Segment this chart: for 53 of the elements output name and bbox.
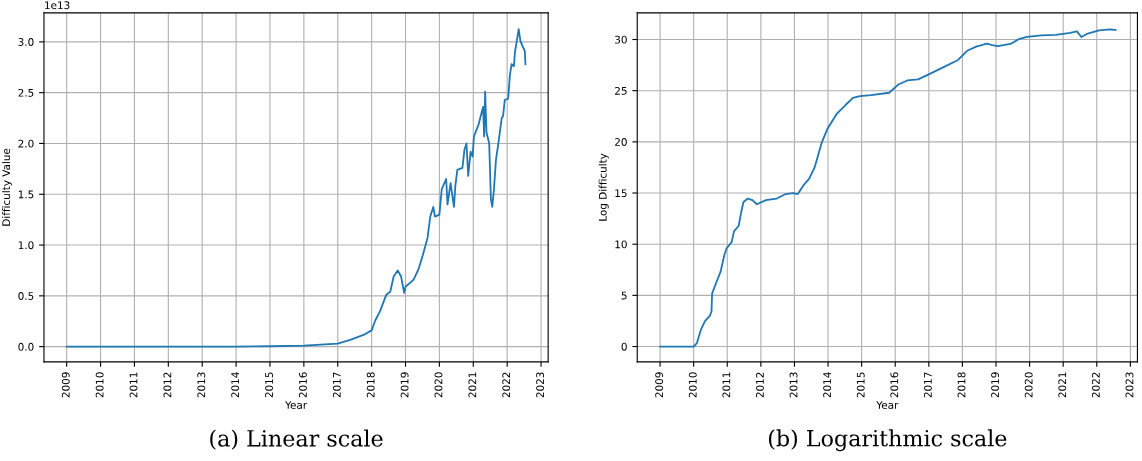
x-tick-label: 2019 [991, 372, 1000, 398]
x-tick-label: 2014 [823, 372, 832, 398]
x-tick-label: 2018 [366, 372, 375, 398]
x-tick-label: 2013 [197, 372, 206, 398]
y-tick-label: 2.0 [18, 139, 34, 148]
x-tick-label: 2020 [1024, 372, 1033, 398]
y-axis-title: Difficulty Value [2, 148, 13, 226]
x-tick-label: 2020 [434, 372, 443, 398]
y-tick-label: 0.0 [18, 342, 34, 351]
y-tick-label: 3.0 [18, 38, 34, 46]
x-tick-label: 2012 [163, 372, 172, 398]
line-series [659, 28, 1117, 348]
line-series [65, 28, 527, 348]
x-axis-title: Year [285, 401, 308, 409]
x-tick-label: 2017 [332, 372, 341, 398]
x-tick-label: 2017 [923, 372, 932, 398]
x-tick-label: 2016 [890, 372, 899, 398]
x-axis-title: Year [876, 401, 899, 409]
y-tick-label: 1.5 [18, 190, 34, 199]
x-tick-label: 2013 [789, 372, 798, 398]
y-tick-label: 0.5 [18, 292, 34, 300]
x-tick-label: 2018 [957, 372, 966, 398]
y-tick-label: 5 [621, 291, 627, 300]
x-tick-label: 2015 [265, 372, 273, 398]
x-tick-label: 2011 [722, 372, 731, 398]
x-tick-label: 2016 [299, 372, 307, 398]
x-tick-label: 2021 [1058, 372, 1067, 398]
x-tick-label: 2015 [856, 372, 865, 398]
x-tick-label: 2023 [536, 372, 545, 398]
x-tick-label: 2022 [1091, 372, 1100, 398]
text: 1e13 [45, 1, 70, 10]
text: (a) Linear scale [210, 429, 383, 450]
y-tick-label: 30 [615, 35, 627, 44]
y-tick-label: 0 [621, 342, 627, 351]
x-tick-label: 2021 [468, 372, 477, 398]
y-tick-label: 1.0 [18, 241, 34, 250]
x-tick-label: 2011 [129, 372, 138, 398]
text: (b) Logarithmic scale [768, 429, 1007, 452]
y-tick-label: 25 [615, 86, 627, 95]
y-tick-label: 15 [615, 189, 627, 198]
x-tick-label: 2014 [231, 372, 240, 398]
x-tick-label: 2010 [95, 372, 104, 398]
y-tick-label: 20 [615, 138, 627, 146]
y-tick-label: 2.5 [18, 88, 34, 97]
x-tick-label: 2019 [400, 372, 409, 398]
x-tick-label: 2009 [61, 372, 70, 398]
y-tick-label: 10 [615, 240, 627, 249]
x-tick-label: 2023 [1125, 372, 1134, 398]
x-tick-label: 2022 [502, 372, 511, 398]
y-axis-title: Log Difficulty [598, 153, 609, 221]
x-tick-label: 2009 [655, 372, 664, 398]
x-tick-label: 2010 [688, 372, 697, 398]
x-tick-label: 2012 [756, 372, 764, 398]
